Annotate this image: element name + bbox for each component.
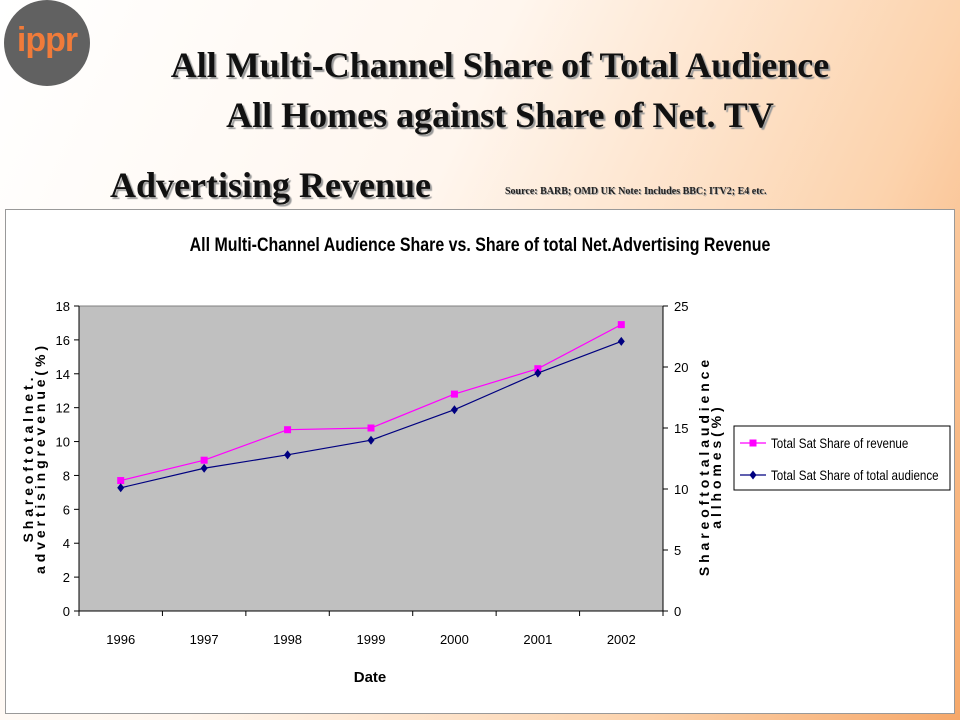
audience-point: [617, 336, 625, 346]
left-tick-label: 2: [63, 570, 70, 585]
left-axis-label: S h a r e o f t o t a l n e t .a d v e r…: [20, 346, 48, 574]
right-tick-label: 15: [674, 421, 688, 436]
left-tick-label: 4: [63, 536, 70, 551]
left-tick-label: 14: [56, 367, 70, 382]
left-tick-label: 12: [56, 401, 70, 416]
audience-point: [450, 405, 458, 415]
audience-point: [367, 435, 375, 445]
right-axis-label-line: a l l h o m e s ( % ): [708, 407, 724, 528]
right-tick-label: 25: [674, 299, 688, 314]
right-tick-label: 10: [674, 482, 688, 497]
revenue-point: [450, 390, 458, 398]
source-note: Source: BARB; OMD UK Note: Includes BBC;…: [505, 186, 767, 197]
ippr-logo: ippr: [4, 0, 90, 86]
left-tick-label: 10: [56, 435, 70, 450]
audience-point: [284, 450, 292, 460]
x-tick-label: 1997: [190, 632, 219, 647]
right-axis-label: S h a r e o f t o t a l a u d i e n c ea…: [696, 360, 724, 576]
revenue-point: [117, 477, 125, 485]
slide-title-line-1: All Multi-Channel Share of Total Audienc…: [170, 45, 830, 85]
slide-title-line-2: All Homes against Share of Net. TV: [226, 95, 774, 135]
right-tick-label: 0: [674, 604, 681, 619]
x-axis-label: Date: [354, 669, 387, 686]
slide-title-line-3: Advertising Revenue: [110, 165, 431, 205]
legend-label: Total Sat Share of total audience: [771, 468, 939, 483]
left-tick-label: 16: [56, 333, 70, 348]
left-tick-label: 18: [56, 299, 70, 314]
chart-title: All Multi-Channel Audience Share vs. Sha…: [190, 234, 771, 256]
revenue-point: [617, 321, 625, 329]
revenue-point: [284, 426, 292, 434]
legend: Total Sat Share of revenue Total Sat Shar…: [733, 425, 951, 491]
right-tick-label: 20: [674, 360, 688, 375]
left-tick-label: 0: [63, 604, 70, 619]
x-tick-label: 2000: [440, 632, 469, 647]
left-axis-label-line: a d v e r t i s i n g r e v e n u e ( % …: [32, 346, 48, 574]
left-tick-label: 8: [63, 468, 70, 483]
revenue-point: [200, 456, 208, 464]
x-tick-label: 1999: [357, 632, 386, 647]
left-axis-label-line: S h a r e o f t o t a l n e t .: [20, 378, 36, 543]
x-tick-label: 2002: [607, 632, 636, 647]
revenue-point: [367, 424, 375, 432]
x-tick-label: 1998: [273, 632, 302, 647]
audience-point: [117, 483, 125, 493]
audience-point: [200, 463, 208, 473]
legend-diamond-marker: [749, 470, 757, 480]
right-axis-label-line: S h a r e o f t o t a l a u d i e n c e: [696, 360, 712, 576]
x-tick-label: 1996: [106, 632, 135, 647]
logo-text: ippr: [16, 20, 78, 59]
legend-label: Total Sat Share of revenue: [771, 436, 908, 451]
audience-point: [534, 368, 542, 378]
plot-area: [78, 305, 664, 612]
chart-container: All Multi-Channel Audience Share vs. Sha…: [5, 209, 955, 714]
x-tick-label: 2001: [523, 632, 552, 647]
legend-box: [733, 425, 951, 491]
left-tick-label: 6: [63, 502, 70, 517]
right-tick-label: 5: [674, 543, 681, 558]
legend-square-marker: [749, 439, 757, 447]
dual-axis-line-chart: All Multi-Channel Audience Share vs. Sha…: [20, 234, 951, 686]
